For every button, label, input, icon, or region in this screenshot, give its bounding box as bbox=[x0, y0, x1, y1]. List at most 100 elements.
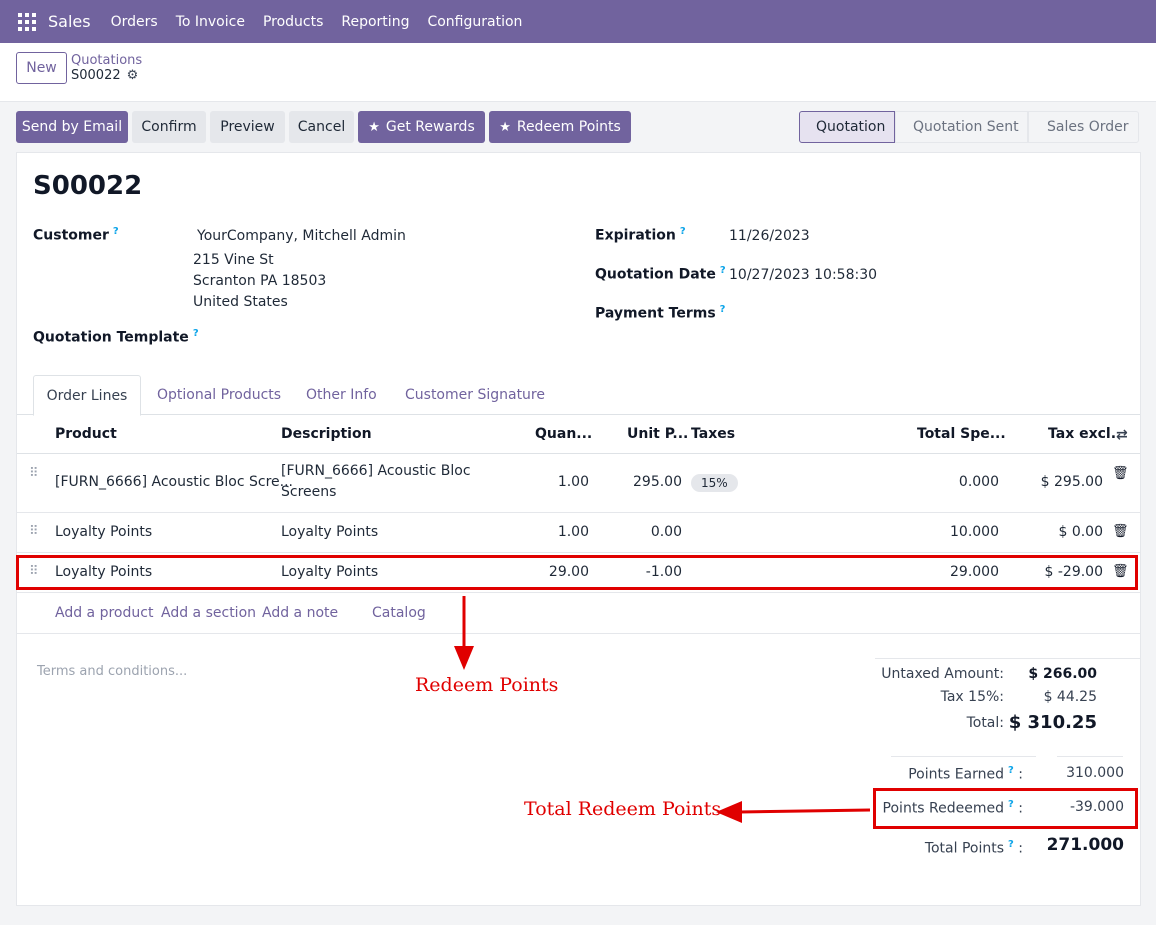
col-product[interactable]: Product bbox=[55, 426, 117, 442]
redeem-points-button[interactable]: ★ Redeem Points bbox=[489, 111, 631, 143]
total-points-value: 271.000 bbox=[1046, 835, 1124, 855]
customer-address-line1: 215 Vine St bbox=[193, 252, 274, 268]
cell-total-spent[interactable]: 0.000 bbox=[958, 474, 999, 490]
cell-total-spent[interactable]: 10.000 bbox=[950, 524, 999, 540]
table-row[interactable]: ⠿ Loyalty Points Loyalty Points 1.00 0.0… bbox=[17, 513, 1140, 553]
expiration-field[interactable]: 11/26/2023 bbox=[729, 228, 810, 244]
stage-quotation-sent[interactable]: Quotation Sent bbox=[895, 111, 1028, 143]
trash-icon[interactable]: 🗑 bbox=[1112, 564, 1129, 579]
add-section-link[interactable]: Add a section bbox=[161, 605, 257, 621]
apps-grid-icon[interactable] bbox=[18, 12, 36, 31]
payment-terms-label-text: Payment Terms bbox=[595, 305, 716, 322]
form-sheet: S00022 Customer? YourCompany, Mitchell A… bbox=[16, 152, 1141, 906]
cell-product[interactable]: Loyalty Points bbox=[55, 564, 153, 580]
cell-unit-price[interactable]: 295.00 bbox=[633, 474, 682, 490]
cell-description[interactable]: Loyalty Points bbox=[281, 524, 379, 540]
tab-customer-signature[interactable]: Customer Signature bbox=[405, 387, 545, 403]
cell-description-line1[interactable]: [FURN_6666] Acoustic Bloc bbox=[281, 463, 471, 479]
points-divider bbox=[891, 756, 1036, 757]
send-by-email-button[interactable]: Send by Email bbox=[16, 111, 128, 143]
help-icon[interactable]: ? bbox=[1008, 765, 1014, 776]
highlight-redeem-row bbox=[16, 555, 1138, 590]
action-bar: Send by Email Confirm Preview Cancel ★ Ge… bbox=[0, 103, 1156, 151]
cell-total-spent[interactable]: 29.000 bbox=[950, 564, 999, 580]
arrow-left-head bbox=[716, 801, 742, 823]
cell-unit-price[interactable]: 0.00 bbox=[650, 524, 682, 540]
points-earned-label-text: Points Earned bbox=[908, 766, 1005, 783]
breadcrumb-quotations[interactable]: Quotations bbox=[71, 53, 143, 68]
customer-name[interactable]: YourCompany, Mitchell Admin bbox=[197, 228, 406, 244]
new-button[interactable]: New bbox=[16, 52, 67, 84]
help-icon[interactable]: ? bbox=[1008, 839, 1014, 850]
customer-label: Customer? bbox=[33, 226, 119, 244]
get-rewards-button[interactable]: ★ Get Rewards bbox=[358, 111, 485, 143]
stage-quotation[interactable]: Quotation bbox=[799, 111, 895, 143]
help-icon[interactable]: ? bbox=[1008, 799, 1014, 810]
redeem-points-label: Redeem Points bbox=[516, 119, 621, 135]
terms-input[interactable]: Terms and conditions... bbox=[37, 664, 188, 679]
nav-orders[interactable]: Orders bbox=[110, 13, 158, 30]
help-icon[interactable]: ? bbox=[192, 328, 199, 339]
points-redeemed-label: Points Redeemed? : bbox=[877, 799, 1023, 817]
tab-order-lines[interactable]: Order Lines bbox=[33, 375, 141, 416]
cell-tax-excl: $ 295.00 bbox=[1040, 474, 1103, 490]
preview-button[interactable]: Preview bbox=[210, 111, 285, 143]
cell-quantity[interactable]: 1.00 bbox=[557, 474, 589, 490]
nav-to-invoice[interactable]: To Invoice bbox=[175, 13, 245, 30]
notebook-tabs: Order Lines Optional Products Other Info… bbox=[17, 375, 1140, 416]
drag-handle-icon[interactable]: ⠿ bbox=[29, 466, 38, 481]
points-redeemed-colon: : bbox=[1018, 800, 1023, 817]
nav-configuration[interactable]: Configuration bbox=[427, 13, 523, 30]
cell-product[interactable]: Loyalty Points bbox=[55, 524, 153, 540]
confirm-button[interactable]: Confirm bbox=[132, 111, 206, 143]
cell-quantity[interactable]: 1.00 bbox=[557, 524, 589, 540]
top-navbar: Sales Orders To Invoice Products Reporti… bbox=[0, 0, 1156, 43]
tax-badge[interactable]: 15% bbox=[691, 474, 738, 492]
cell-product[interactable]: [FURN_6666] Acoustic Bloc Scre... bbox=[55, 474, 293, 490]
tab-optional-products[interactable]: Optional Products bbox=[157, 387, 282, 403]
nav-reporting[interactable]: Reporting bbox=[341, 13, 410, 30]
star-icon: ★ bbox=[499, 119, 511, 135]
col-description[interactable]: Description bbox=[281, 426, 372, 442]
add-product-link[interactable]: Add a product bbox=[55, 605, 154, 621]
table-row[interactable]: ⠿ [FURN_6666] Acoustic Bloc Scre... [FUR… bbox=[17, 454, 1140, 513]
customer-address-line2: Scranton PA 18503 bbox=[193, 273, 327, 289]
col-unit-price[interactable]: Unit P... bbox=[627, 426, 689, 442]
help-icon[interactable]: ? bbox=[112, 226, 119, 237]
drag-handle-icon[interactable]: ⠿ bbox=[29, 564, 38, 579]
tab-other-info[interactable]: Other Info bbox=[306, 387, 377, 403]
expiration-label: Expiration? bbox=[595, 226, 686, 244]
column-settings-icon[interactable]: ⇄ bbox=[1116, 427, 1128, 443]
quotation-date-field[interactable]: 10/27/2023 10:58:30 bbox=[729, 267, 878, 283]
help-icon[interactable]: ? bbox=[719, 304, 726, 315]
catalog-link[interactable]: Catalog bbox=[372, 605, 426, 621]
points-redeemed-label-text: Points Redeemed bbox=[882, 800, 1005, 817]
col-quantity[interactable]: Quan... bbox=[535, 426, 593, 442]
drag-handle-icon[interactable]: ⠿ bbox=[29, 524, 38, 539]
stage-sales-order[interactable]: Sales Order bbox=[1028, 111, 1139, 143]
cell-quantity[interactable]: 29.00 bbox=[548, 564, 589, 580]
gear-icon[interactable]: ⚙ bbox=[126, 68, 139, 83]
help-icon[interactable]: ? bbox=[679, 226, 686, 237]
app-name[interactable]: Sales bbox=[48, 12, 91, 31]
cancel-button[interactable]: Cancel bbox=[289, 111, 354, 143]
points-earned-value: 310.000 bbox=[1066, 765, 1124, 781]
table-row[interactable]: ⠿ Loyalty Points Loyalty Points 29.00 -1… bbox=[17, 553, 1140, 593]
record-name: S00022 bbox=[71, 68, 121, 83]
trash-icon[interactable]: 🗑 bbox=[1112, 524, 1129, 539]
col-total-spent[interactable]: Total Spe... bbox=[917, 426, 1006, 442]
add-note-link[interactable]: Add a note bbox=[262, 605, 339, 621]
cell-unit-price[interactable]: -1.00 bbox=[645, 564, 682, 580]
annotation-redeem-points: Redeem Points bbox=[415, 674, 559, 696]
control-panel: New Quotations S00022 ⚙ bbox=[0, 43, 1156, 102]
cell-description[interactable]: Loyalty Points bbox=[281, 564, 379, 580]
payment-terms-label: Payment Terms? bbox=[595, 304, 725, 322]
nav-products[interactable]: Products bbox=[262, 13, 324, 30]
col-tax-excl[interactable]: Tax excl. bbox=[1048, 426, 1117, 442]
record-title: S00022 bbox=[33, 171, 143, 201]
highlight-points-redeemed bbox=[873, 788, 1138, 829]
col-taxes[interactable]: Taxes bbox=[691, 426, 736, 442]
cell-description-line2[interactable]: Screens bbox=[281, 484, 337, 500]
help-icon[interactable]: ? bbox=[719, 265, 726, 276]
trash-icon[interactable]: 🗑 bbox=[1112, 466, 1129, 481]
